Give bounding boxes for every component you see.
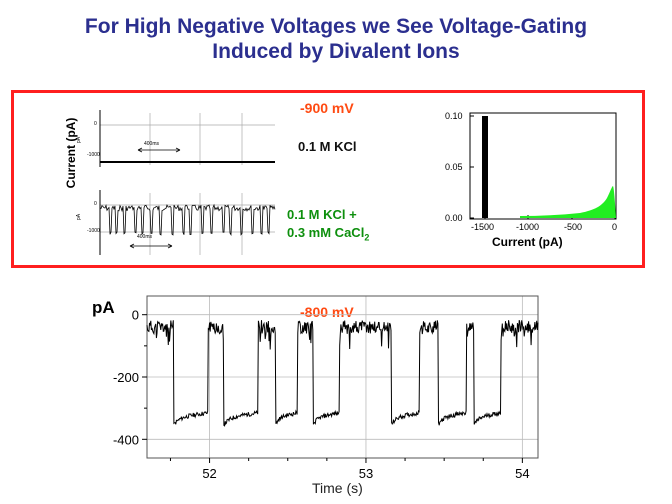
trace2-tick-1000: -1000	[87, 228, 100, 234]
hist-xtick-0: 0	[612, 222, 618, 232]
hist-xtick-500: -500	[564, 222, 583, 232]
hist-ytick-000: 0.00	[445, 213, 463, 223]
hist-ytick-005: 0.05	[445, 162, 463, 172]
trace-kcl-cacl2	[99, 190, 276, 255]
x-tick-label: 52	[202, 466, 216, 481]
trace2-tick-0: 0	[94, 201, 97, 207]
hist-xtick-1000: -1000	[516, 222, 540, 232]
y-tick-label: -200	[113, 370, 139, 385]
hist-xtick-1500: -1500	[471, 222, 495, 232]
hist-ytick-010: 0.10	[445, 111, 463, 121]
current-histogram	[469, 112, 617, 220]
title-line-1: For High Negative Voltages we See Voltag…	[84, 15, 588, 38]
y-tick-label: -400	[113, 432, 139, 447]
trace1-tick-0: 0	[94, 121, 97, 127]
voltage-label-top: -900 mV	[300, 100, 354, 116]
condition-kcl: 0.1 M KCl	[298, 139, 357, 154]
condition-line-1: 0.1 M KCl +	[287, 207, 357, 222]
slide-title: For High Negative Voltages we See Voltag…	[0, 14, 672, 64]
chart-ylabel: pA	[92, 298, 115, 317]
title-line-2: Induced by Divalent Ions	[212, 40, 460, 63]
chart-xlabel: Time (s)	[312, 480, 363, 496]
trace-kcl	[99, 110, 275, 167]
highlight-box	[11, 90, 645, 268]
x-tick-label: 53	[359, 466, 373, 481]
x-tick-label: 54	[515, 466, 529, 481]
chart-voltage-title: -800 mV	[300, 304, 354, 320]
y-tick-label: 0	[132, 308, 139, 323]
condition-line-2: 0.3 mM CaCl2	[287, 225, 370, 243]
condition-kcl-cacl2: 0.1 M KCl + 0.3 mM CaCl2	[287, 206, 369, 247]
trace1-tick-1000: -1000	[87, 152, 100, 158]
trace2-scalebar: 400ms	[137, 234, 153, 240]
trace-line	[146, 320, 539, 427]
trace1-scalebar: 400ms	[144, 141, 160, 147]
hist-xlabel: Current (pA)	[492, 235, 563, 249]
